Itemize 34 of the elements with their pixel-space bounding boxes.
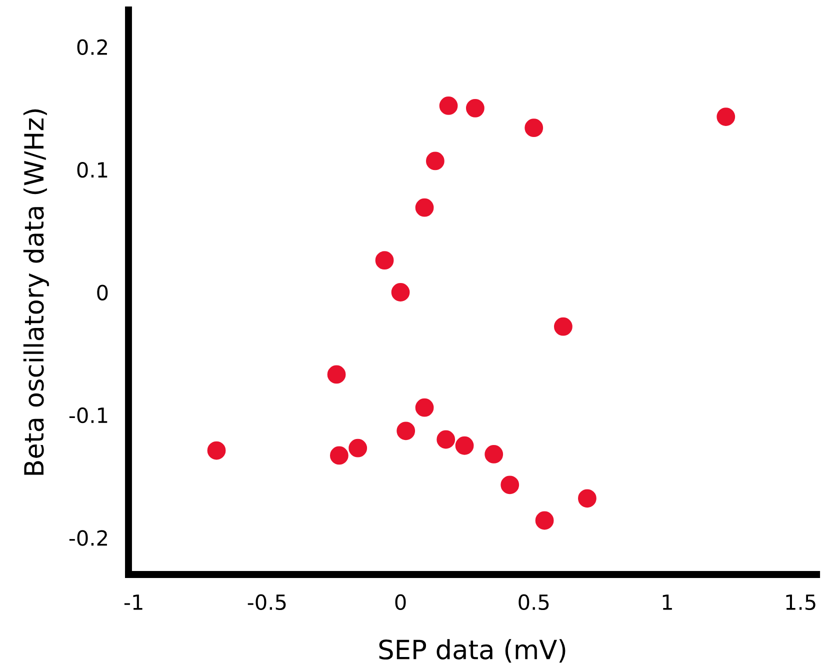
point — [415, 398, 434, 417]
point — [391, 283, 410, 302]
point — [396, 422, 416, 440]
point — [327, 365, 346, 384]
y-tick-label: -0.2 — [69, 530, 107, 546]
point — [207, 441, 226, 460]
x-axis-title: SEP data (mV) — [379, 639, 566, 663]
point — [500, 476, 520, 494]
point — [716, 108, 736, 126]
point — [415, 198, 434, 217]
point — [484, 445, 504, 464]
x-tick-label: 1.5 — [786, 594, 816, 610]
x-tick-label: -0.5 — [248, 594, 286, 610]
point — [426, 152, 444, 170]
point — [455, 436, 474, 455]
y-tick-label: -0.1 — [69, 407, 108, 424]
x-tick-label: 0.5 — [518, 594, 549, 610]
point — [554, 317, 572, 336]
point — [436, 430, 456, 449]
point — [348, 438, 368, 458]
y-tick-label: 0.1 — [77, 162, 108, 178]
y-tick-label: 0.2 — [77, 39, 107, 56]
x-tick-label: -1 — [124, 594, 142, 610]
y-tick-label: 0 — [97, 284, 108, 300]
point — [524, 118, 544, 138]
point — [578, 489, 596, 508]
x-tick-label: 0 — [395, 594, 406, 610]
point — [466, 98, 484, 118]
y-axis-title: Beta oscillatory data (W/Hz) — [23, 109, 49, 475]
point — [330, 446, 348, 465]
point — [535, 511, 554, 530]
point — [439, 96, 458, 115]
point — [375, 251, 394, 270]
x-tick-label: 1 — [662, 594, 672, 610]
